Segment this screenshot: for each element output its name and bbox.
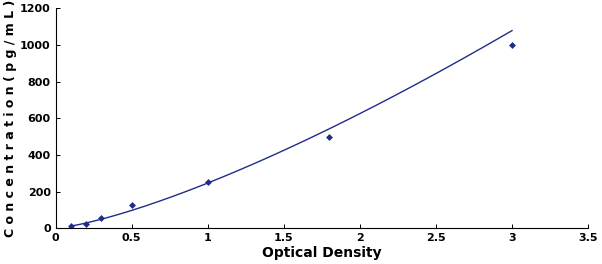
Y-axis label: C o n c e n t r a t i o n ( p g / m L ): C o n c e n t r a t i o n ( p g / m L ) (4, 0, 17, 237)
X-axis label: Optical Density: Optical Density (262, 246, 382, 260)
